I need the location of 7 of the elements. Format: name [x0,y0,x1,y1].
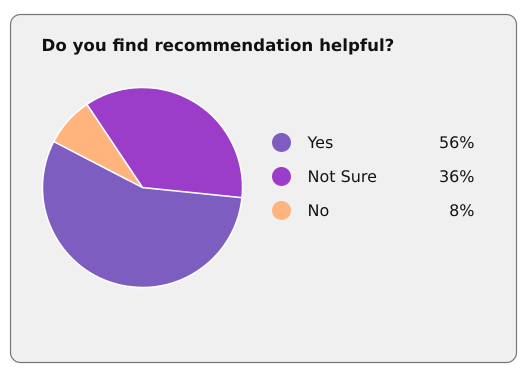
legend-label: No [308,201,330,220]
data-label: 8% [449,201,475,220]
legend-label: Not Sure [308,167,377,186]
data-label: 56% [438,133,474,152]
legend-label: Yes [306,133,334,152]
data-label: 36% [438,167,474,186]
chart-title: Do you find recommendation helpful? [42,36,394,55]
